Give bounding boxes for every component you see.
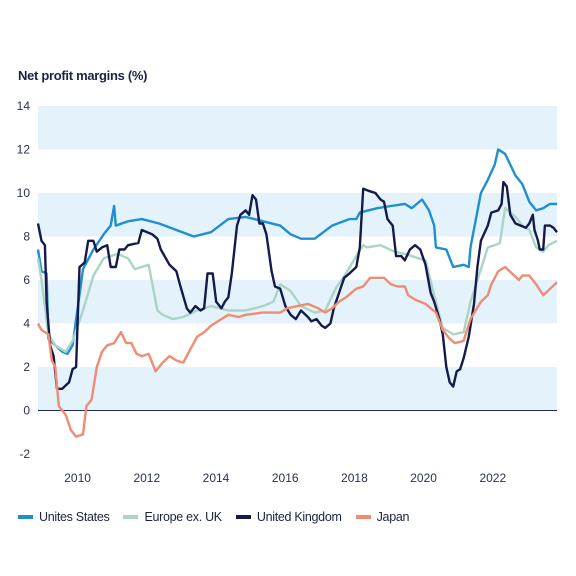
grid-band xyxy=(38,193,557,237)
series-line-japan xyxy=(36,265,558,438)
grid-band xyxy=(38,106,557,150)
legend-swatch xyxy=(355,515,371,519)
x-tick-label: 2018 xyxy=(341,471,368,485)
x-tick-label: 2020 xyxy=(410,471,437,485)
grid-band xyxy=(38,367,557,411)
y-tick-label: 8 xyxy=(23,230,30,244)
legend-label: Unites States xyxy=(39,510,110,524)
legend-item: Unites States xyxy=(18,510,110,524)
legend-label: Europe ex. UK xyxy=(144,510,222,524)
legend-swatch xyxy=(123,515,139,519)
y-tick-label: 4 xyxy=(23,317,30,331)
x-tick-label: 2016 xyxy=(272,471,299,485)
legend-item: United Kingdom xyxy=(235,510,342,524)
x-tick-labels: 2010 2012 2014 2016 2018 2020 2022 xyxy=(64,471,506,485)
legend-label: Japan xyxy=(376,510,410,524)
y-tick-labels: 14 12 10 8 6 4 2 0 -2 xyxy=(17,99,31,461)
x-tick-label: 2022 xyxy=(479,471,506,485)
x-tick-label: 2012 xyxy=(133,471,160,485)
legend-label: United Kingdom xyxy=(256,510,342,524)
y-tick-label: 12 xyxy=(17,143,31,157)
legend-swatch xyxy=(235,515,251,519)
y-tick-label: 2 xyxy=(23,360,30,374)
y-tick-label: 6 xyxy=(23,273,30,287)
legend-item: Europe ex. UK xyxy=(123,510,222,524)
legend: Unites States Europe ex. UK United Kingdom… xyxy=(18,506,409,528)
series-line-united-kingdom xyxy=(36,180,558,390)
y-tick-label: 14 xyxy=(17,99,31,113)
legend-swatch xyxy=(18,515,33,519)
x-tick-label: 2014 xyxy=(203,471,230,485)
y-axis-title: Net profit margins (%) xyxy=(18,68,147,83)
x-tick-label: 2010 xyxy=(64,471,91,485)
y-tick-label: 0 xyxy=(23,404,30,418)
y-tick-label: -2 xyxy=(19,447,30,461)
y-tick-label: 10 xyxy=(17,186,31,200)
legend-item: Japan xyxy=(355,510,410,524)
series-lines xyxy=(36,148,558,438)
